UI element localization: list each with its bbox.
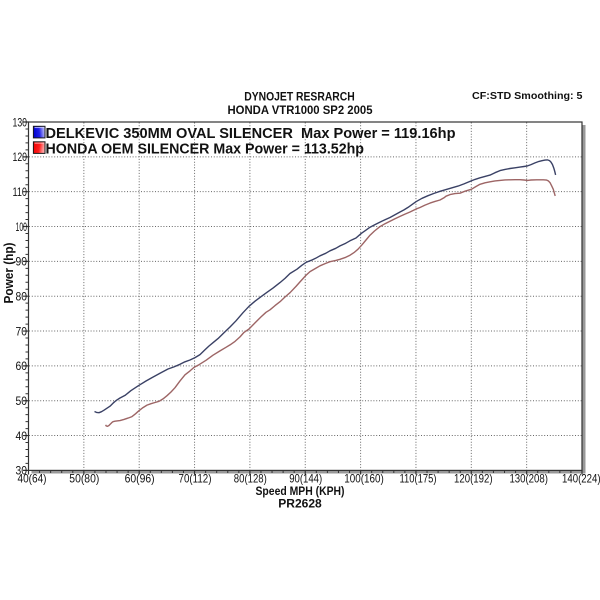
svg-text:60(96): 60(96)	[125, 472, 155, 486]
svg-text:PR2628: PR2628	[278, 497, 322, 511]
svg-text:70(112): 70(112)	[179, 472, 212, 486]
svg-text:110: 110	[13, 185, 28, 199]
svg-text:40(64): 40(64)	[18, 472, 47, 486]
svg-text:100(160): 100(160)	[344, 472, 384, 486]
svg-text:DYNOJET RESRARCH: DYNOJET RESRARCH	[244, 92, 355, 104]
svg-text:30: 30	[16, 464, 28, 478]
svg-text:40: 40	[16, 429, 28, 443]
svg-text:60: 60	[16, 359, 28, 373]
svg-text:50(80): 50(80)	[69, 472, 99, 486]
svg-text:140(224): 140(224)	[562, 472, 600, 486]
svg-text:110(175): 110(175)	[400, 472, 437, 486]
svg-text:CF:STD Smoothing: 5: CF:STD Smoothing: 5	[472, 90, 583, 102]
svg-text:90(144): 90(144)	[289, 472, 322, 486]
svg-text:120(192): 120(192)	[454, 472, 493, 486]
svg-text:80(128): 80(128)	[234, 472, 267, 486]
svg-text:90: 90	[16, 255, 28, 269]
svg-text:Speed MPH (KPH): Speed MPH (KPH)	[256, 486, 345, 498]
svg-text:Power (hp): Power (hp)	[1, 243, 16, 304]
svg-text:HONDA OEM SILENCER Max Power =: HONDA OEM SILENCER Max Power = 113.52hp	[46, 141, 365, 157]
svg-text:100: 100	[16, 220, 28, 234]
svg-text:130: 130	[13, 115, 28, 129]
svg-text:70: 70	[16, 324, 28, 338]
svg-text:130(208): 130(208)	[509, 472, 548, 486]
svg-text:DELKEVIC 350MM OVAL SILENCER: DELKEVIC 350MM OVAL SILENCER Max Power =…	[46, 126, 456, 142]
svg-text:50: 50	[16, 394, 28, 408]
svg-text:HONDA VTR1000 SP2 2005: HONDA VTR1000 SP2 2005	[228, 103, 373, 117]
svg-text:120: 120	[13, 150, 28, 164]
svg-text:80: 80	[16, 290, 28, 304]
